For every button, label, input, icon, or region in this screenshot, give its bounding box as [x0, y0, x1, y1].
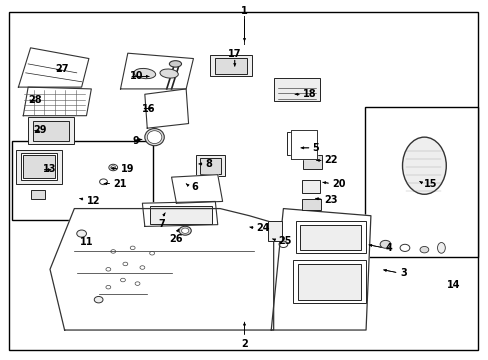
Polygon shape — [171, 175, 222, 203]
Bar — [301, 199, 321, 210]
Text: 12: 12 — [86, 197, 100, 206]
Ellipse shape — [419, 247, 428, 253]
Text: 20: 20 — [331, 179, 345, 189]
Text: 9: 9 — [132, 136, 139, 146]
Text: 24: 24 — [256, 223, 269, 233]
Bar — [302, 155, 322, 169]
Polygon shape — [144, 89, 188, 128]
Ellipse shape — [144, 129, 164, 146]
Polygon shape — [290, 130, 317, 158]
Bar — [365, 107, 477, 257]
Bar — [16, 150, 62, 184]
Text: 29: 29 — [33, 125, 46, 135]
Bar — [267, 221, 282, 241]
Bar — [300, 225, 361, 249]
Ellipse shape — [94, 296, 103, 303]
Text: 4: 4 — [385, 243, 391, 253]
Bar — [215, 58, 246, 73]
Ellipse shape — [111, 166, 116, 169]
Text: 15: 15 — [424, 179, 437, 189]
Text: 17: 17 — [227, 49, 241, 59]
Ellipse shape — [437, 243, 445, 253]
Ellipse shape — [134, 68, 155, 79]
Bar — [30, 190, 45, 199]
Bar — [210, 55, 251, 76]
Bar — [292, 260, 366, 303]
Ellipse shape — [179, 226, 191, 235]
Text: 6: 6 — [191, 182, 197, 192]
Polygon shape — [142, 202, 217, 226]
Polygon shape — [50, 208, 273, 330]
Text: 2: 2 — [241, 339, 247, 349]
Bar — [297, 264, 361, 300]
Text: 16: 16 — [142, 104, 156, 113]
Ellipse shape — [77, 230, 86, 237]
Text: 1: 1 — [241, 6, 247, 16]
Ellipse shape — [379, 240, 390, 248]
Text: 10: 10 — [130, 71, 143, 81]
Text: 8: 8 — [205, 159, 212, 169]
Bar — [287, 132, 313, 155]
Bar — [23, 155, 55, 178]
Polygon shape — [19, 48, 89, 87]
Text: 25: 25 — [278, 236, 291, 246]
Text: 23: 23 — [324, 195, 338, 204]
Text: 22: 22 — [324, 156, 338, 165]
Ellipse shape — [147, 131, 162, 144]
Text: 19: 19 — [120, 164, 134, 174]
Text: 27: 27 — [55, 64, 68, 74]
Polygon shape — [120, 53, 193, 89]
Ellipse shape — [160, 69, 178, 78]
Bar — [149, 206, 211, 224]
Text: 11: 11 — [80, 237, 93, 247]
Bar — [301, 180, 320, 193]
Bar — [200, 158, 221, 174]
Bar — [295, 221, 366, 253]
Bar — [12, 141, 153, 220]
Bar — [28, 117, 74, 144]
Text: 18: 18 — [302, 89, 316, 99]
Polygon shape — [271, 208, 370, 330]
Text: 5: 5 — [312, 143, 319, 153]
Text: 7: 7 — [158, 219, 165, 229]
Polygon shape — [23, 87, 91, 116]
Bar — [21, 153, 57, 180]
Text: 26: 26 — [169, 234, 183, 244]
Text: 14: 14 — [446, 280, 459, 290]
Ellipse shape — [402, 137, 446, 194]
Text: 13: 13 — [42, 164, 56, 174]
Text: 3: 3 — [399, 268, 406, 278]
Ellipse shape — [181, 228, 188, 233]
Bar — [33, 121, 69, 141]
Text: 21: 21 — [113, 179, 126, 189]
Bar — [196, 155, 224, 176]
Bar — [273, 78, 319, 102]
Ellipse shape — [169, 61, 181, 67]
Text: 28: 28 — [28, 95, 41, 105]
Ellipse shape — [399, 244, 409, 251]
